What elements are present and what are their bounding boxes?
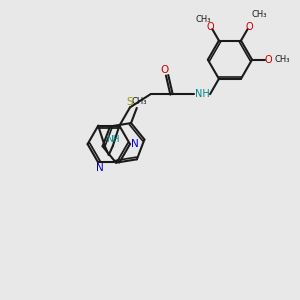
Text: CH₃: CH₃ [132,97,147,106]
Text: CH₃: CH₃ [195,15,211,24]
Text: N: N [131,139,139,149]
Text: CH₃: CH₃ [251,11,267,20]
Text: O: O [245,22,253,32]
Text: CH₃: CH₃ [274,55,290,64]
Text: O: O [264,55,272,65]
Text: NH: NH [195,89,209,99]
Text: NH: NH [106,135,120,144]
Text: N: N [96,163,104,173]
Text: O: O [207,22,214,32]
Text: O: O [160,65,169,75]
Text: S: S [127,98,133,107]
